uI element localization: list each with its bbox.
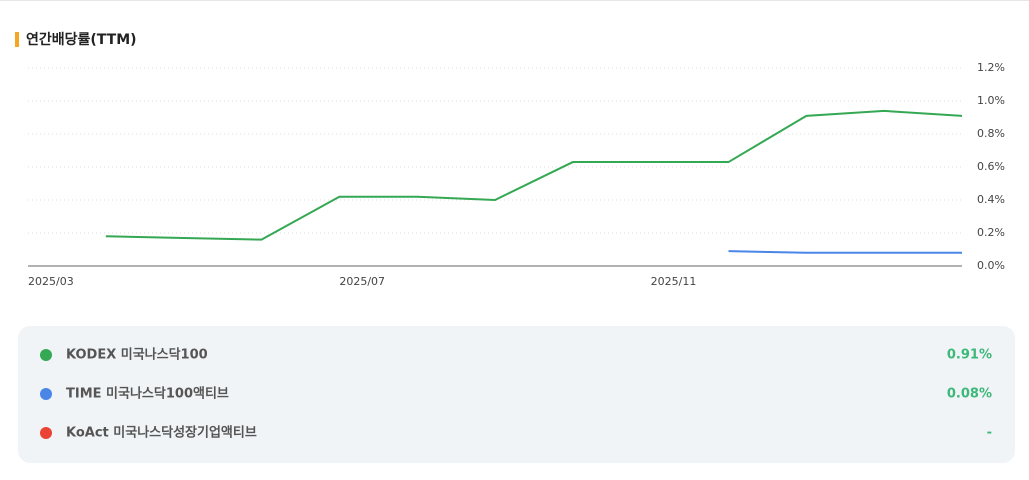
legend-dot <box>40 349 52 361</box>
legend-value: 0.08% <box>947 387 992 402</box>
y-tick-label: 1.0% <box>977 94 1005 107</box>
y-tick-label: 1.2% <box>977 61 1005 74</box>
legend-value: - <box>987 426 992 441</box>
legend-dot <box>40 427 52 439</box>
x-tick-label: 2025/03 <box>28 275 74 288</box>
x-tick-label: 2025/07 <box>339 275 385 288</box>
legend-label: KoAct 미국나스닥성장기업액티브 <box>66 425 257 441</box>
legend-dot <box>40 388 52 400</box>
y-tick-label: 0.8% <box>977 127 1005 140</box>
chart-title: 연간배당률(TTM) <box>26 31 137 48</box>
series-line <box>105 109 963 241</box>
y-tick-label: 0.4% <box>977 193 1005 206</box>
y-tick-label: 0.0% <box>977 259 1005 272</box>
legend-panel <box>18 326 1015 463</box>
y-tick-label: 0.6% <box>977 160 1005 173</box>
x-tick-label: 2025/11 <box>651 275 697 288</box>
legend-value: 0.91% <box>947 348 992 363</box>
series-line <box>728 250 962 254</box>
legend-label: TIME 미국나스닥100액티브 <box>66 386 229 402</box>
title-marker <box>15 32 19 47</box>
legend-label: KODEX 미국나스닥100 <box>66 347 208 363</box>
y-tick-label: 0.2% <box>977 226 1005 239</box>
